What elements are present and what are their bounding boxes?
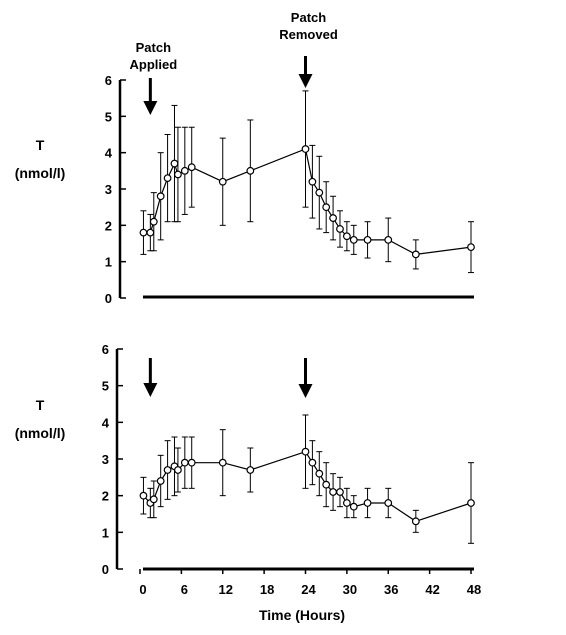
data-point bbox=[139, 228, 148, 237]
y-tick-label: 0 bbox=[102, 562, 109, 577]
y-tick-label: 4 bbox=[102, 415, 110, 430]
data-point bbox=[156, 192, 165, 201]
data-point bbox=[329, 214, 337, 222]
y-tick-label: 6 bbox=[105, 73, 112, 88]
patch-applied-label: Applied bbox=[130, 57, 178, 72]
data-point bbox=[336, 488, 344, 496]
y-tick-label: 5 bbox=[105, 109, 112, 124]
data-point bbox=[342, 232, 351, 241]
data-point bbox=[180, 458, 189, 467]
x-tick-label: 30 bbox=[343, 582, 357, 597]
data-point bbox=[308, 458, 317, 467]
data-point bbox=[180, 166, 189, 175]
data-point bbox=[246, 166, 255, 175]
data-point bbox=[467, 499, 475, 507]
y-tick-label: 1 bbox=[105, 255, 112, 270]
data-point bbox=[322, 480, 331, 489]
patch-applied-arrow-head bbox=[143, 383, 158, 397]
data-point bbox=[411, 250, 420, 259]
data-point bbox=[301, 145, 310, 153]
panel-top: 0 1 2 3 4 5 6 T (nmol/l) Patch Applied Patch Removed bbox=[15, 10, 475, 306]
data-point bbox=[187, 458, 196, 467]
data-point bbox=[246, 466, 255, 474]
data-point bbox=[336, 225, 344, 233]
x-axis-title: Time (Hours) bbox=[259, 607, 345, 623]
data-point bbox=[163, 174, 172, 183]
x-tick-label: 24 bbox=[301, 582, 316, 597]
patch-removed-label: Removed bbox=[279, 27, 338, 42]
data-point bbox=[329, 488, 337, 496]
data-point bbox=[301, 447, 310, 456]
y-tick-label: 3 bbox=[102, 452, 109, 467]
data-point bbox=[149, 495, 158, 504]
x-tick-label: 0 bbox=[139, 582, 146, 597]
data-point bbox=[146, 228, 155, 237]
x-tick-label: 36 bbox=[384, 582, 398, 597]
data-point bbox=[308, 177, 317, 186]
y-tick-label: 6 bbox=[102, 342, 109, 357]
patch-removed-arrow-head bbox=[298, 384, 313, 398]
data-point bbox=[349, 235, 358, 244]
y-tick-label: 4 bbox=[105, 146, 113, 161]
y-axis-title: T bbox=[36, 397, 45, 413]
data-point bbox=[139, 491, 148, 500]
data-point bbox=[363, 235, 372, 244]
x-tick-label: 42 bbox=[425, 582, 439, 597]
data-point bbox=[170, 159, 179, 168]
x-tick-label: 48 bbox=[467, 582, 481, 597]
data-point bbox=[174, 170, 182, 179]
data-point bbox=[218, 177, 227, 186]
data-point bbox=[384, 235, 393, 244]
data-point bbox=[149, 217, 158, 226]
patch-applied-label: Patch bbox=[136, 40, 171, 55]
data-point bbox=[156, 477, 165, 485]
patch-removed-arrow-head bbox=[298, 74, 313, 88]
data-point bbox=[363, 499, 372, 507]
y-tick-label: 1 bbox=[102, 525, 109, 540]
y-tick-label: 2 bbox=[105, 218, 112, 233]
x-tick-label: 18 bbox=[260, 582, 274, 597]
patch-applied-arrow-head bbox=[143, 101, 158, 115]
x-tick-label: 12 bbox=[219, 582, 233, 597]
data-point bbox=[218, 458, 227, 467]
data-point bbox=[163, 466, 172, 474]
data-point bbox=[467, 243, 475, 252]
data-point bbox=[384, 499, 393, 507]
x-tick-label: 6 bbox=[181, 582, 188, 597]
patch-removed-label: Patch bbox=[291, 10, 326, 25]
data-point bbox=[349, 502, 358, 511]
data-point bbox=[187, 163, 196, 172]
y-tick-label: 2 bbox=[102, 489, 109, 504]
data-point bbox=[315, 469, 324, 478]
data-point bbox=[411, 517, 420, 526]
data-point bbox=[322, 203, 331, 212]
y-axis-title: (nmol/l) bbox=[15, 165, 66, 181]
y-tick-label: 3 bbox=[105, 182, 112, 197]
y-tick-label: 0 bbox=[105, 291, 112, 306]
y-axis-title: T bbox=[36, 137, 45, 153]
y-axis-title: (nmol/l) bbox=[15, 425, 66, 441]
data-point bbox=[315, 188, 324, 197]
data-point bbox=[342, 499, 351, 507]
data-point bbox=[174, 466, 182, 474]
y-tick-label: 5 bbox=[102, 379, 109, 394]
